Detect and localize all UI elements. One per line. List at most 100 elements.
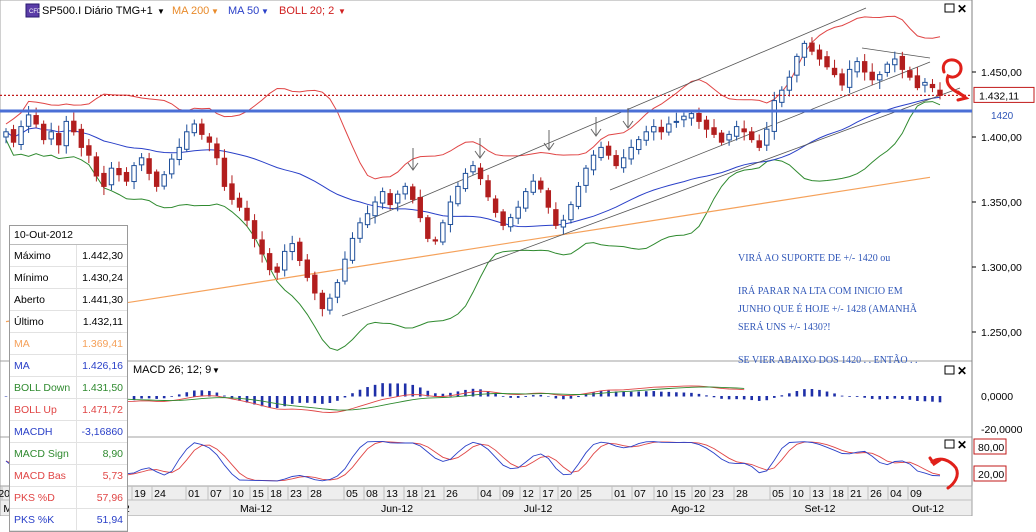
annotation-line-3: JUNHO QUE É HOJE +/- 1428 (AMANHÃ	[738, 303, 918, 315]
candle	[884, 61, 890, 77]
info-row-value: 57,96	[76, 486, 127, 509]
candle	[794, 53, 800, 83]
candle	[312, 271, 318, 301]
main-panel-close-icon[interactable]: ✕	[957, 2, 967, 16]
candle	[658, 119, 665, 140]
down-arrow-icon	[474, 138, 486, 159]
info-row-label: MACD Sign	[10, 442, 77, 465]
info-row: PKS %D 57,96	[10, 486, 127, 509]
day-tick-label: 23	[290, 488, 302, 500]
svg-text:80,00: 80,00	[978, 442, 1004, 454]
candle	[10, 124, 17, 148]
candle	[289, 235, 295, 261]
candle	[48, 122, 54, 146]
annotation-line-2: IRÁ PARAR NA LTA COM INICIO EM	[738, 285, 903, 297]
annotation-line-1: VIRÁ AO SUPORTE DE +/- 1420 ou	[738, 252, 890, 264]
candle	[598, 141, 604, 161]
candle	[229, 175, 235, 205]
info-row-label: MA	[10, 332, 77, 355]
candle	[688, 110, 695, 126]
price-tick-label: 1.350,00	[981, 197, 1022, 209]
annotation-line-5: SE VIER ABAIXO DOS 1420 . . ENTÃO . .	[738, 354, 918, 366]
candle	[387, 188, 393, 210]
price-tick-label: 1.250,00	[981, 327, 1022, 339]
candle	[681, 112, 687, 128]
bollinger-upper-band	[5, 15, 941, 180]
candle	[327, 293, 333, 315]
day-tick-label: 18	[832, 488, 844, 500]
ma200-label[interactable]: MA 200	[172, 5, 209, 17]
macd-base-line	[28, 385, 745, 413]
pks-close-icon[interactable]: ✕	[957, 438, 967, 452]
info-row: BOLL Down 1.431,50	[10, 376, 127, 399]
day-tick-label: 28	[736, 488, 748, 500]
candle	[628, 139, 634, 165]
macd-dropdown-icon[interactable]: ▼	[212, 366, 220, 375]
candle	[590, 150, 597, 176]
info-row-value: 1.442,30	[76, 245, 127, 267]
candle	[583, 164, 589, 193]
pks-d-line	[5, 441, 941, 482]
candle	[560, 214, 567, 235]
candle	[18, 120, 24, 151]
boll-label[interactable]: BOLL 20; 2	[279, 5, 334, 17]
info-row-value: 51,94	[76, 508, 127, 531]
macd-maximize-icon[interactable]	[944, 365, 955, 375]
info-row-value: 1.369,41	[76, 332, 127, 355]
candle	[718, 129, 725, 146]
candle	[56, 125, 62, 154]
macd-label[interactable]: MACD 26; 12; 9	[133, 364, 211, 376]
down-arrow-icon	[543, 130, 555, 151]
candle	[236, 192, 243, 212]
day-tick-label: 17	[542, 488, 554, 500]
candle	[131, 162, 137, 190]
info-row-value: 1.441,30	[76, 288, 127, 311]
info-row-value: 1.431,50	[76, 376, 127, 399]
info-row-value: -3,16860	[76, 420, 127, 443]
candle	[402, 182, 408, 200]
pks-k-line	[5, 440, 941, 482]
ma200-dropdown-icon[interactable]: ▼	[211, 7, 219, 16]
candle	[440, 219, 446, 246]
candle	[116, 161, 122, 182]
candle	[877, 71, 883, 90]
candle	[507, 213, 514, 232]
symbol-label[interactable]: SP500.I Diário TMG+1	[42, 5, 153, 17]
main-panel-maximize-icon[interactable]	[944, 3, 955, 13]
day-tick-label: 04	[480, 488, 492, 500]
pks-maximize-icon[interactable]	[944, 439, 955, 449]
candle	[636, 136, 642, 155]
trend-channel-lines	[341, 7, 961, 317]
day-tick-label: 26	[446, 488, 458, 500]
ma50-label[interactable]: MA 50	[228, 5, 259, 17]
ma50-dropdown-icon[interactable]: ▼	[261, 7, 269, 16]
day-tick-label: 01	[614, 488, 626, 500]
day-tick-label: 28	[310, 488, 322, 500]
candle	[929, 79, 936, 93]
macd-close-icon[interactable]: ✕	[957, 364, 967, 378]
info-row-label: Máximo	[10, 245, 77, 267]
candle	[477, 163, 484, 186]
candle	[455, 182, 461, 207]
down-arrow-icon	[590, 117, 602, 137]
candle	[711, 119, 717, 138]
candle	[153, 169, 160, 192]
candle	[816, 44, 823, 66]
symbol-dropdown-icon[interactable]: ▼	[157, 7, 165, 16]
price-tick-label: 1.400,00	[981, 132, 1022, 144]
last-price-badge: 1.432,11	[973, 86, 1035, 103]
info-row-value: 1.432,11	[76, 310, 127, 333]
boll-dropdown-icon[interactable]: ▼	[338, 7, 346, 16]
info-row-label: Aberto	[10, 288, 77, 311]
candle	[274, 263, 280, 280]
info-row-label: PKS %K	[10, 508, 77, 531]
candle	[748, 127, 755, 143]
app-logo-icon	[25, 3, 40, 18]
candle	[417, 189, 423, 223]
candle	[703, 115, 710, 138]
price-tick-label: 1.450,00	[981, 67, 1022, 79]
info-row: MA 1.369,41	[10, 332, 127, 355]
candle	[861, 54, 868, 81]
candle	[297, 237, 303, 267]
